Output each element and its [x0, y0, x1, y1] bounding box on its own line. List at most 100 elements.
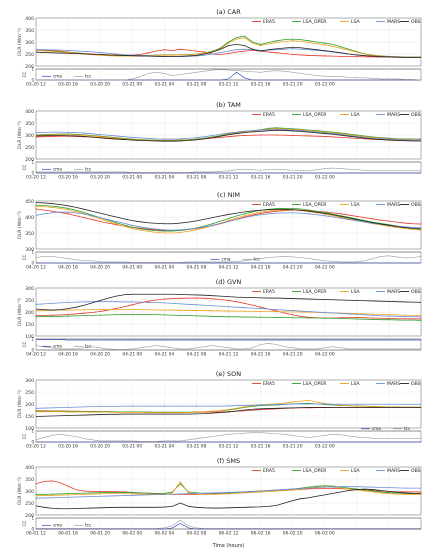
series-point-lsa_oper: [163, 230, 165, 232]
series-point-lsa: [195, 411, 197, 413]
cc-legend-label-tcc: tcc: [85, 523, 92, 528]
series-point-mars: [324, 403, 326, 405]
cc-line-cma: [36, 339, 421, 341]
series-point-era5: [388, 317, 390, 320]
series-point-mars: [276, 212, 278, 214]
series-point-lsa: [420, 315, 422, 317]
series-point-mars: [420, 227, 422, 229]
x-tick-label: 03-20 12: [26, 175, 46, 181]
series-point-era5: [51, 314, 53, 316]
series-point-era5: [243, 50, 246, 52]
series-point-era5: [131, 304, 133, 306]
cc-legend-label-cma: cma: [53, 74, 62, 79]
series-point-lsa: [179, 481, 181, 483]
series-point-lsa_oper: [388, 319, 390, 321]
series-point-era5: [115, 307, 117, 309]
series-point-lsa: [35, 205, 37, 207]
series-point-mars: [179, 229, 181, 231]
cc-y-tick-label: 1: [31, 250, 34, 255]
x-tick-label: 03-21 20: [283, 444, 303, 450]
series-point-mars: [420, 316, 422, 318]
series-point-mars: [276, 128, 278, 131]
series-point-mars: [227, 491, 230, 493]
series-point-mars: [195, 492, 197, 494]
legend-label-obs: OBS: [411, 468, 421, 474]
series-point-mars: [243, 491, 246, 493]
series-point-lsa: [83, 134, 85, 136]
series-line-obs: [35, 202, 422, 230]
series-point-lsa: [67, 209, 69, 211]
series-point-mars: [276, 309, 278, 311]
series-point-mars: [211, 224, 214, 226]
series-point-lsa: [243, 310, 246, 312]
series-point-lsa: [243, 37, 246, 39]
y-tick-label: 350: [25, 121, 34, 127]
x-tick-label: 04-20 20: [90, 352, 110, 358]
series-point-mars: [131, 301, 133, 303]
series-point-mars: [195, 227, 197, 229]
x-tick-label: 06-02 12: [219, 531, 239, 537]
series-line-obs: [35, 293, 422, 311]
series-point-mars: [195, 304, 197, 306]
series-point-lsa_oper: [51, 315, 53, 317]
cc-line-tcc: [35, 255, 422, 263]
cc-y-axis-label: CC: [22, 342, 27, 348]
series-point-era5: [147, 52, 149, 54]
x-tick-label: 03-21 12: [219, 82, 239, 88]
series-point-lsa: [99, 54, 101, 56]
x-tick-label: 03-21 04: [154, 444, 174, 450]
y-axis-label: DLR (Wm⁻²): [17, 477, 23, 505]
series-point-era5: [227, 52, 230, 55]
series-point-lsa_oper: [260, 43, 262, 45]
series-point-mars: [147, 301, 149, 303]
series-point-mars: [372, 137, 374, 139]
x-tick-label: 03-21 08: [187, 82, 207, 88]
series-point-mars: [83, 213, 85, 215]
series-point-lsa: [276, 127, 278, 130]
series-point-mars: [35, 132, 37, 134]
series-point-era5: [67, 313, 69, 315]
series-line-obs: [35, 488, 422, 510]
series-point-lsa: [115, 137, 117, 139]
series-point-lsa: [308, 41, 310, 44]
series-point-mars: [420, 139, 422, 141]
x-tick-label: 06-02 04: [154, 531, 174, 537]
y-tick-label: 350: [25, 477, 34, 483]
series-point-mars: [163, 229, 165, 231]
series-point-lsa: [260, 45, 262, 47]
x-tick-label: 06-03 00: [315, 531, 335, 537]
series-point-mars: [195, 137, 197, 139]
series-point-era5: [276, 210, 278, 212]
series-point-mars: [147, 405, 149, 407]
series-point-era5: [340, 55, 342, 57]
series-point-mars: [99, 405, 101, 407]
series-point-mars: [227, 50, 230, 52]
x-tick-label: 03-21 12: [219, 444, 239, 450]
y-tick-label: 250: [25, 390, 34, 396]
y-tick-label: 100: [25, 426, 34, 432]
series-point-lsa_oper: [308, 486, 310, 488]
series-point-lsa: [147, 412, 149, 414]
series-point-lsa_oper: [115, 314, 117, 316]
panel-title: (d) GVN: [216, 278, 242, 286]
series-point-lsa: [211, 493, 214, 495]
series-point-lsa_oper: [179, 314, 181, 316]
series-point-mars: [292, 403, 294, 405]
series-point-mars: [211, 405, 214, 407]
x-axis-label: Time (hours): [212, 543, 245, 549]
series-point-lsa: [404, 493, 406, 495]
series-point-lsa: [372, 313, 374, 315]
series-point-lsa: [51, 206, 53, 208]
series-point-lsa_oper: [308, 317, 310, 319]
y-tick-label: 200: [25, 157, 34, 163]
cc-y-tick-label: 0: [31, 527, 34, 532]
series-point-lsa: [131, 493, 133, 495]
x-tick-label: 03-21 04: [154, 175, 174, 181]
series-point-lsa: [324, 44, 326, 46]
series-point-lsa: [99, 493, 101, 495]
x-tick-label: 03-21 00: [122, 82, 142, 88]
series-point-lsa: [67, 411, 69, 413]
series-point-lsa_oper: [51, 205, 53, 207]
series-point-mars: [292, 310, 294, 312]
y-tick-label: 250: [25, 501, 34, 507]
